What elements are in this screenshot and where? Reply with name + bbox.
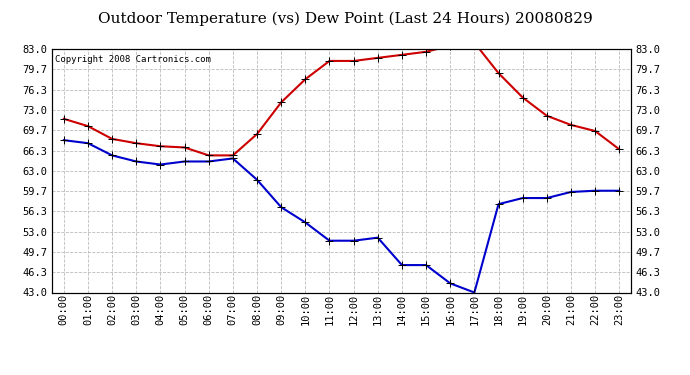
Text: Outdoor Temperature (vs) Dew Point (Last 24 Hours) 20080829: Outdoor Temperature (vs) Dew Point (Last… <box>97 11 593 26</box>
Text: Copyright 2008 Cartronics.com: Copyright 2008 Cartronics.com <box>55 55 210 64</box>
